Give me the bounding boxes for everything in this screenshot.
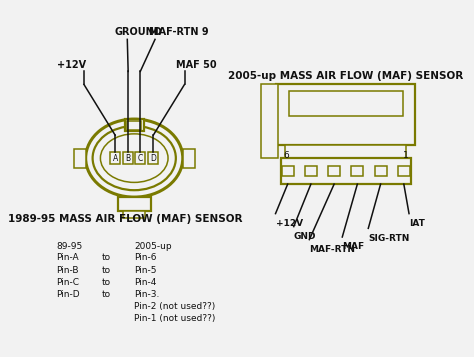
- Text: Pin-4: Pin-4: [134, 278, 156, 287]
- Text: Pin-3.: Pin-3.: [134, 290, 160, 299]
- Bar: [374, 166, 387, 176]
- Text: Pin-6: Pin-6: [134, 253, 157, 262]
- Bar: [183, 149, 195, 168]
- Text: 1: 1: [403, 151, 409, 160]
- Bar: [148, 152, 158, 164]
- Bar: [261, 85, 278, 158]
- Text: 2005-up MASS AIR FLOW (MAF) SENSOR: 2005-up MASS AIR FLOW (MAF) SENSOR: [228, 71, 464, 81]
- Bar: [289, 91, 403, 116]
- Text: +12V: +12V: [57, 60, 86, 70]
- Text: to: to: [101, 266, 110, 275]
- Bar: [285, 145, 406, 158]
- Text: Pin-D: Pin-D: [56, 290, 80, 299]
- Text: 6: 6: [283, 151, 289, 160]
- Bar: [328, 166, 340, 176]
- Bar: [125, 119, 144, 131]
- Text: MAF: MAF: [342, 242, 365, 251]
- Text: to: to: [101, 253, 110, 262]
- Bar: [398, 166, 410, 176]
- Text: 89-95: 89-95: [56, 242, 82, 251]
- Text: 1989-95 MASS AIR FLOW (MAF) SENSOR: 1989-95 MASS AIR FLOW (MAF) SENSOR: [9, 214, 243, 224]
- Text: SIG-RTN: SIG-RTN: [368, 233, 410, 242]
- Bar: [123, 152, 133, 164]
- Text: MAF-RTN: MAF-RTN: [310, 245, 356, 254]
- Text: Pin-1 (not used??): Pin-1 (not used??): [134, 314, 216, 323]
- Bar: [305, 166, 317, 176]
- Text: C: C: [137, 154, 143, 163]
- Bar: [135, 152, 146, 164]
- Text: MAF-RTN 9: MAF-RTN 9: [149, 27, 209, 37]
- Bar: [128, 121, 141, 130]
- Bar: [118, 197, 151, 211]
- Text: GND: GND: [294, 232, 316, 241]
- Bar: [110, 152, 120, 164]
- Text: D: D: [150, 154, 156, 163]
- Text: to: to: [101, 278, 110, 287]
- Text: 2005-up: 2005-up: [134, 242, 172, 251]
- Text: MAF 50: MAF 50: [176, 60, 217, 70]
- Text: A: A: [112, 154, 118, 163]
- Bar: [351, 166, 364, 176]
- Text: Pin-A: Pin-A: [56, 253, 79, 262]
- Text: B: B: [126, 154, 131, 163]
- Text: Pin-B: Pin-B: [56, 266, 79, 275]
- Text: Pin-C: Pin-C: [56, 278, 79, 287]
- Bar: [281, 158, 411, 184]
- Text: to: to: [101, 290, 110, 299]
- Text: Pin-2 (not used??): Pin-2 (not used??): [134, 302, 216, 311]
- Bar: [276, 85, 415, 145]
- Text: IAT: IAT: [409, 219, 425, 228]
- Text: GROUND: GROUND: [115, 27, 163, 37]
- Bar: [282, 166, 294, 176]
- Text: +12V: +12V: [275, 219, 303, 228]
- Bar: [73, 149, 86, 168]
- Text: Pin-5: Pin-5: [134, 266, 157, 275]
- Bar: [123, 211, 146, 218]
